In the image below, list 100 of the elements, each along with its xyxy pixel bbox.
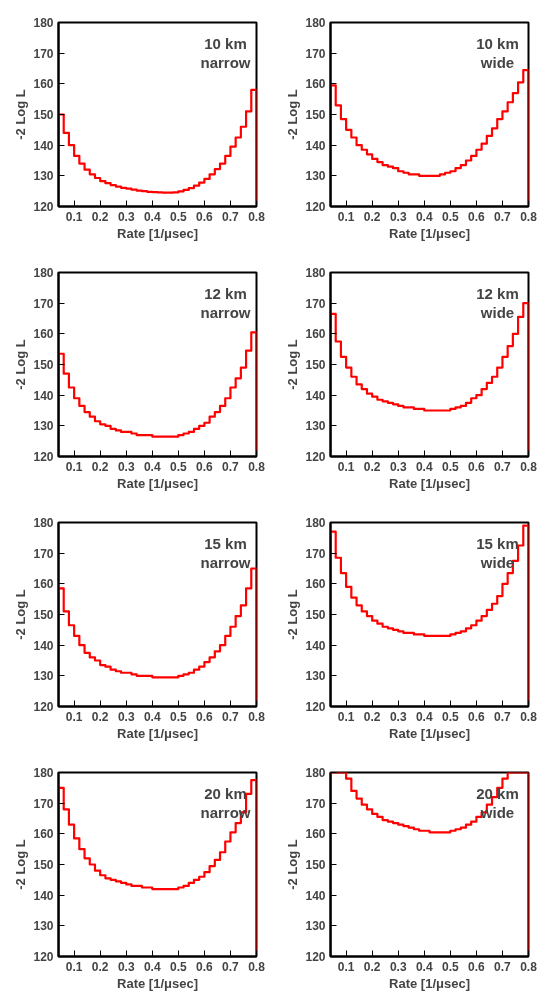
x-tick-label: 0.3 [117, 709, 135, 724]
x-axis-title: Rate [1/μsec] [389, 975, 470, 991]
x-tick-label: 0.5 [170, 209, 188, 224]
y-tick-label: 140 [33, 138, 54, 153]
y-tick-label: 160 [305, 827, 326, 842]
x-tick-label: 0.7 [222, 709, 240, 724]
y-tick-label: 170 [305, 796, 326, 811]
x-tick-label: 0.2 [91, 209, 109, 224]
x-tick-label: 0.6 [196, 709, 214, 724]
x-tick-label: 0.5 [170, 959, 188, 974]
x-tick-label: 0.4 [143, 959, 161, 974]
y-tick-label: 130 [305, 169, 326, 184]
annotation: 20 km [204, 784, 247, 802]
y-tick-label: 150 [305, 858, 326, 872]
y-tick-label: 180 [305, 516, 326, 530]
x-tick-label: 0.7 [222, 209, 240, 224]
x-tick-label: 0.2 [91, 459, 109, 474]
y-tick-label: 120 [33, 450, 54, 464]
annotation: 15 km [476, 534, 519, 552]
y-axis-title: -2 Log L [13, 339, 29, 390]
x-axis-title: Rate [1/μsec] [389, 475, 470, 491]
x-tick-label: 0.7 [222, 459, 240, 474]
annotation: 12 km [204, 284, 247, 302]
x-tick-label: 0.1 [65, 459, 83, 474]
annotation: wide [479, 53, 515, 71]
y-tick-label: 180 [305, 266, 326, 280]
x-tick-label: 0.6 [196, 209, 214, 224]
annotation: narrow [200, 53, 251, 71]
x-tick-label: 0.4 [415, 709, 433, 724]
y-tick-label: 150 [33, 608, 54, 622]
x-tick-label: 0.1 [65, 959, 83, 974]
y-tick-label: 160 [33, 827, 54, 842]
x-axis-title: Rate [1/μsec] [117, 975, 198, 991]
y-axis-title: -2 Log L [13, 89, 29, 140]
y-tick-label: 140 [33, 388, 54, 403]
y-tick-label: 140 [33, 888, 54, 903]
x-tick-label: 0.8 [520, 959, 538, 974]
x-tick-label: 0.5 [442, 209, 460, 224]
annotation: 10 km [204, 34, 247, 52]
y-tick-label: 120 [33, 950, 54, 964]
y-tick-label: 130 [33, 169, 54, 184]
y-tick-label: 170 [33, 796, 54, 811]
x-tick-label: 0.4 [143, 459, 161, 474]
x-tick-label: 0.4 [143, 709, 161, 724]
y-tick-label: 160 [33, 577, 54, 592]
x-tick-label: 0.2 [363, 959, 381, 974]
x-tick-label: 0.7 [494, 459, 512, 474]
y-tick-label: 170 [305, 46, 326, 61]
x-tick-label: 0.4 [415, 959, 433, 974]
y-axis-title: -2 Log L [285, 339, 301, 390]
y-tick-label: 150 [33, 108, 54, 122]
annotation: 12 km [476, 284, 519, 302]
y-tick-label: 130 [33, 669, 54, 684]
x-tick-label: 0.8 [520, 209, 538, 224]
x-tick-label: 0.8 [248, 459, 266, 474]
annotation: narrow [200, 553, 251, 571]
y-tick-label: 160 [305, 327, 326, 342]
y-axis-title: -2 Log L [13, 589, 29, 640]
y-tick-label: 180 [33, 766, 54, 780]
y-tick-label: 170 [33, 46, 54, 61]
y-tick-label: 120 [33, 700, 54, 714]
x-tick-label: 0.3 [117, 459, 135, 474]
x-tick-label: 0.5 [442, 459, 460, 474]
x-tick-label: 0.6 [468, 209, 486, 224]
x-tick-label: 0.8 [248, 209, 266, 224]
x-tick-label: 0.6 [196, 959, 214, 974]
x-tick-label: 0.5 [170, 709, 188, 724]
y-axis-title: -2 Log L [13, 839, 29, 890]
y-tick-label: 130 [33, 419, 54, 434]
annotation: 10 km [476, 34, 519, 52]
y-tick-label: 120 [305, 200, 326, 214]
y-tick-label: 180 [305, 16, 326, 30]
x-axis-title: Rate [1/μsec] [389, 225, 470, 241]
x-tick-label: 0.3 [117, 209, 135, 224]
x-tick-label: 0.3 [389, 959, 407, 974]
x-tick-label: 0.2 [363, 209, 381, 224]
x-tick-label: 0.7 [494, 209, 512, 224]
x-axis-title: Rate [1/μsec] [117, 725, 198, 741]
y-tick-label: 130 [33, 919, 54, 934]
y-tick-label: 170 [33, 296, 54, 311]
x-axis-title: Rate [1/μsec] [389, 725, 470, 741]
x-tick-label: 0.6 [468, 709, 486, 724]
y-axis-title: -2 Log L [285, 89, 301, 140]
y-tick-label: 140 [33, 638, 54, 653]
x-tick-label: 0.6 [468, 959, 486, 974]
x-tick-label: 0.8 [520, 459, 538, 474]
y-tick-label: 120 [33, 200, 54, 214]
y-tick-label: 180 [33, 266, 54, 280]
x-tick-label: 0.2 [363, 459, 381, 474]
y-tick-label: 180 [33, 16, 54, 30]
annotation: wide [479, 303, 515, 321]
x-tick-label: 0.4 [415, 459, 433, 474]
y-tick-label: 150 [305, 608, 326, 622]
x-tick-label: 0.1 [65, 209, 83, 224]
y-axis-title: -2 Log L [285, 839, 301, 890]
x-tick-label: 0.4 [415, 209, 433, 224]
x-tick-label: 0.3 [389, 209, 407, 224]
x-tick-label: 0.5 [442, 959, 460, 974]
y-axis-title: -2 Log L [285, 589, 301, 640]
y-tick-label: 150 [33, 358, 54, 372]
